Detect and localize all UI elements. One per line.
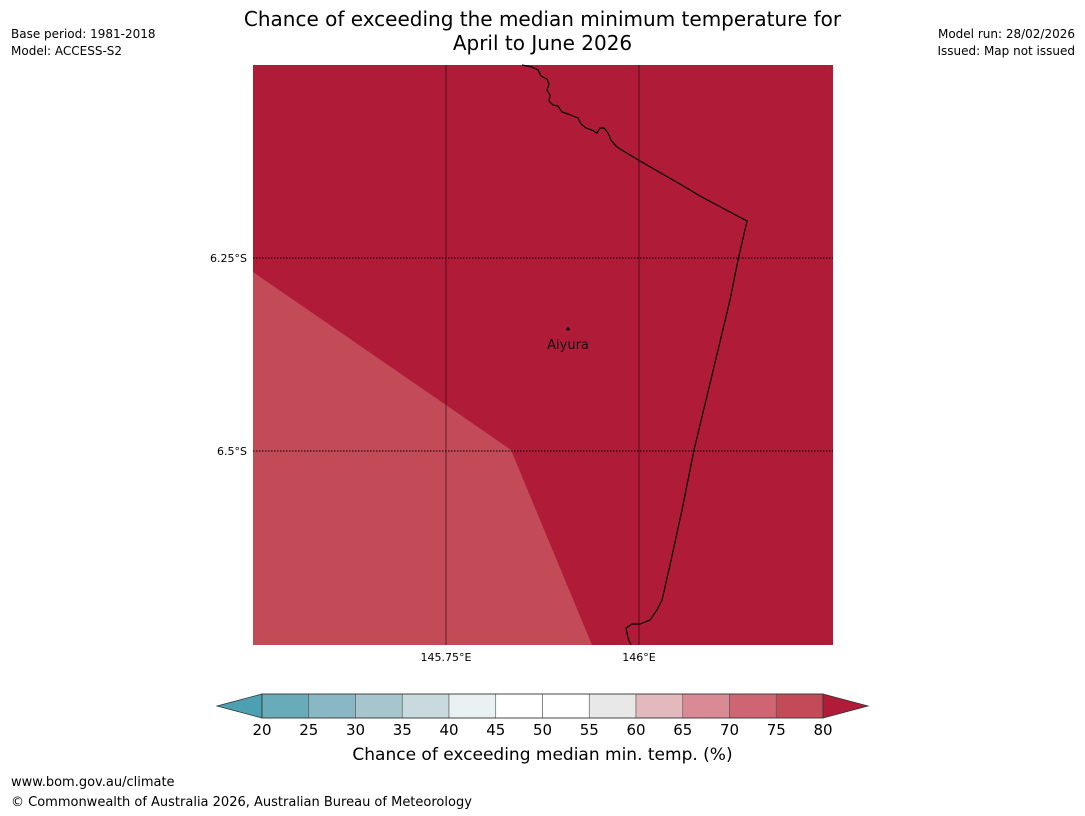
colorbar-tick-60: 60 bbox=[626, 721, 645, 739]
colorbar-above-arrow bbox=[822, 693, 870, 719]
lat-label-6-25: 6.25°S bbox=[210, 252, 247, 265]
colorbar-tick-80: 80 bbox=[813, 721, 832, 739]
lon-label-146: 146°E bbox=[622, 651, 655, 664]
footer-url[interactable]: www.bom.gov.au/climate bbox=[11, 775, 175, 790]
model-run-text: Model run: 28/02/2026 bbox=[937, 27, 1075, 41]
colorbar-tick-50: 50 bbox=[533, 721, 552, 739]
colorbar-outline bbox=[261, 693, 824, 719]
issued-text: Issued: Map not issued bbox=[937, 44, 1075, 58]
province-boundary bbox=[521, 64, 748, 646]
map-title: Chance of exceeding the median minimum t… bbox=[0, 7, 1085, 55]
colorbar-bin-25-30 bbox=[308, 693, 356, 719]
aiyura-marker bbox=[566, 327, 570, 331]
colorbar-bin-60-65 bbox=[635, 693, 684, 719]
colorbar-below-arrow bbox=[215, 693, 263, 719]
colorbar-bin-65-70 bbox=[682, 693, 730, 719]
colorbar-bin-40-45 bbox=[448, 693, 497, 719]
colorbar-bin-55-60 bbox=[588, 693, 637, 719]
aiyura-label: Aiyura bbox=[547, 338, 589, 353]
colorbar-bin-75-80 bbox=[775, 693, 824, 719]
lon-label-145-75: 145.75°E bbox=[421, 651, 472, 664]
colorbar-bin-20-25 bbox=[261, 693, 310, 719]
colorbar: 20 25 30 35 40 45 50 55 60 65 70 75 80 bbox=[215, 693, 870, 739]
colorbar-tick-25: 25 bbox=[299, 721, 318, 739]
footer-copyright: © Commonwealth of Australia 2026, Austra… bbox=[11, 795, 472, 810]
lat-label-6-5: 6.5°S bbox=[217, 445, 247, 458]
colorbar-tick-70: 70 bbox=[720, 721, 739, 739]
fill-75-80-region bbox=[253, 272, 592, 645]
colorbar-label: Chance of exceeding median min. temp. (%… bbox=[352, 745, 733, 765]
colorbar-tick-35: 35 bbox=[393, 721, 412, 739]
colorbar-bin-50-55 bbox=[542, 693, 590, 719]
colorbar-tick-65: 65 bbox=[673, 721, 692, 739]
base-period-text: Base period: 1981-2018 bbox=[11, 27, 156, 41]
colorbar-bin-35-40 bbox=[401, 693, 450, 719]
model-text: Model: ACCESS-S2 bbox=[11, 44, 123, 58]
colorbar-tick-45: 45 bbox=[486, 721, 505, 739]
colorbar-tick-30: 30 bbox=[346, 721, 365, 739]
colorbar-tick-75: 75 bbox=[767, 721, 786, 739]
meta-right: Model run: 28/02/2026 Issued: Map not is… bbox=[937, 26, 1075, 60]
meta-left: Base period: 1981-2018 Model: ACCESS-S2 bbox=[11, 26, 156, 60]
colorbar-tick-40: 40 bbox=[439, 721, 458, 739]
colorbar-tick-20: 20 bbox=[252, 721, 271, 739]
colorbar-bin-70-75 bbox=[729, 693, 777, 719]
colorbar-tick-55: 55 bbox=[580, 721, 599, 739]
map-panel: Aiyura bbox=[253, 64, 833, 646]
map-title-line2: April to June 2026 bbox=[452, 31, 633, 55]
colorbar-bin-45-50 bbox=[495, 693, 543, 719]
colorbar-bin-30-35 bbox=[355, 693, 403, 719]
map-title-line1: Chance of exceeding the median minimum t… bbox=[243, 7, 842, 31]
